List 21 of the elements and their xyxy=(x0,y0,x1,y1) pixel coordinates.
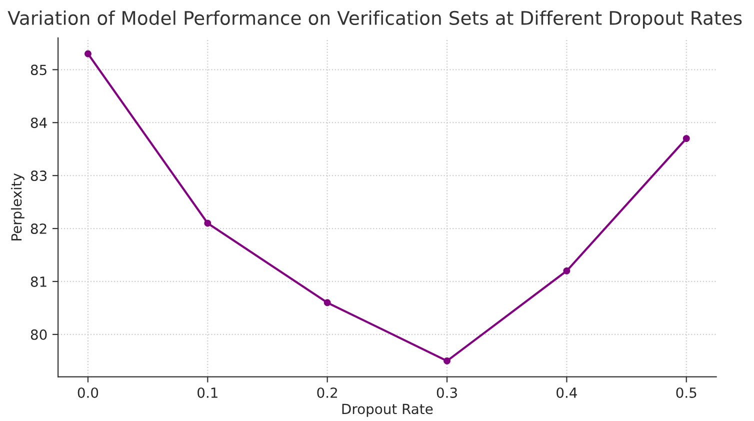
x-tick-label: 0.5 xyxy=(676,387,696,398)
x-tick-label: 0.3 xyxy=(436,387,457,398)
y-tick-label: 84 xyxy=(30,118,47,128)
y-tick-label: 80 xyxy=(30,329,47,340)
x-tick-label: 0.2 xyxy=(317,387,337,398)
y-axis-title: Perplexity xyxy=(10,173,24,240)
point xyxy=(84,50,92,58)
point xyxy=(682,135,690,142)
y-tick-label: 82 xyxy=(30,223,46,234)
x-tick-label: 0.0 xyxy=(78,387,98,398)
y-tick-label: 81 xyxy=(30,276,46,287)
point xyxy=(204,220,212,227)
y-tick-label: 83 xyxy=(30,170,47,182)
x-tick-label: 0.1 xyxy=(198,387,218,398)
point xyxy=(563,267,570,274)
x-axis-title: Dropout Rate xyxy=(342,404,433,417)
chart-title: Variation of Model Performance on Verification Sets at Different Dropout Rates xyxy=(8,10,742,29)
point xyxy=(444,357,450,364)
point xyxy=(324,299,331,306)
x-tick-label: 0.4 xyxy=(556,387,577,398)
y-tick-label: 85 xyxy=(30,64,46,76)
